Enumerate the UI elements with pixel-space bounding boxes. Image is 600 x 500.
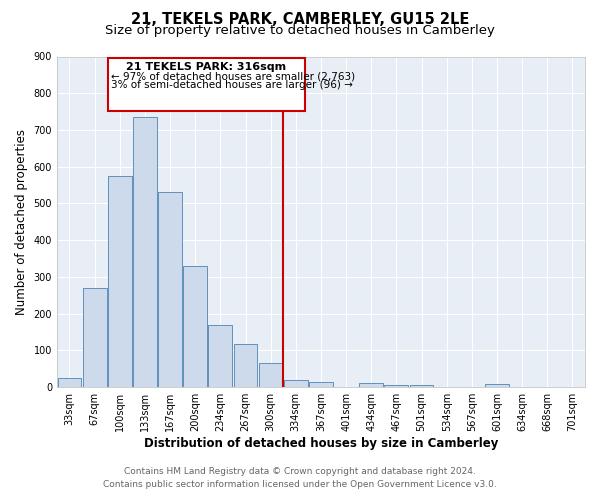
- Bar: [233, 344, 257, 387]
- Bar: [284, 380, 308, 387]
- Bar: [208, 324, 232, 387]
- Text: 3% of semi-detached houses are larger (96) →: 3% of semi-detached houses are larger (9…: [112, 80, 353, 90]
- Bar: [158, 192, 182, 387]
- Bar: [485, 384, 509, 387]
- Text: Size of property relative to detached houses in Camberley: Size of property relative to detached ho…: [105, 24, 495, 37]
- Bar: [385, 384, 409, 387]
- Text: ← 97% of detached houses are smaller (2,763): ← 97% of detached houses are smaller (2,…: [112, 72, 356, 82]
- Bar: [410, 384, 433, 387]
- Text: Contains HM Land Registry data © Crown copyright and database right 2024.
Contai: Contains HM Land Registry data © Crown c…: [103, 468, 497, 489]
- Y-axis label: Number of detached properties: Number of detached properties: [15, 129, 28, 315]
- Bar: [309, 382, 333, 387]
- Text: 21, TEKELS PARK, CAMBERLEY, GU15 2LE: 21, TEKELS PARK, CAMBERLEY, GU15 2LE: [131, 12, 469, 28]
- Bar: [259, 364, 283, 387]
- Text: 21 TEKELS PARK: 316sqm: 21 TEKELS PARK: 316sqm: [127, 62, 287, 72]
- Bar: [83, 288, 107, 387]
- Bar: [359, 383, 383, 387]
- Bar: [58, 378, 82, 387]
- Bar: [109, 58, 305, 111]
- Bar: [183, 266, 207, 387]
- X-axis label: Distribution of detached houses by size in Camberley: Distribution of detached houses by size …: [144, 437, 498, 450]
- Bar: [133, 117, 157, 387]
- Bar: [108, 176, 132, 387]
